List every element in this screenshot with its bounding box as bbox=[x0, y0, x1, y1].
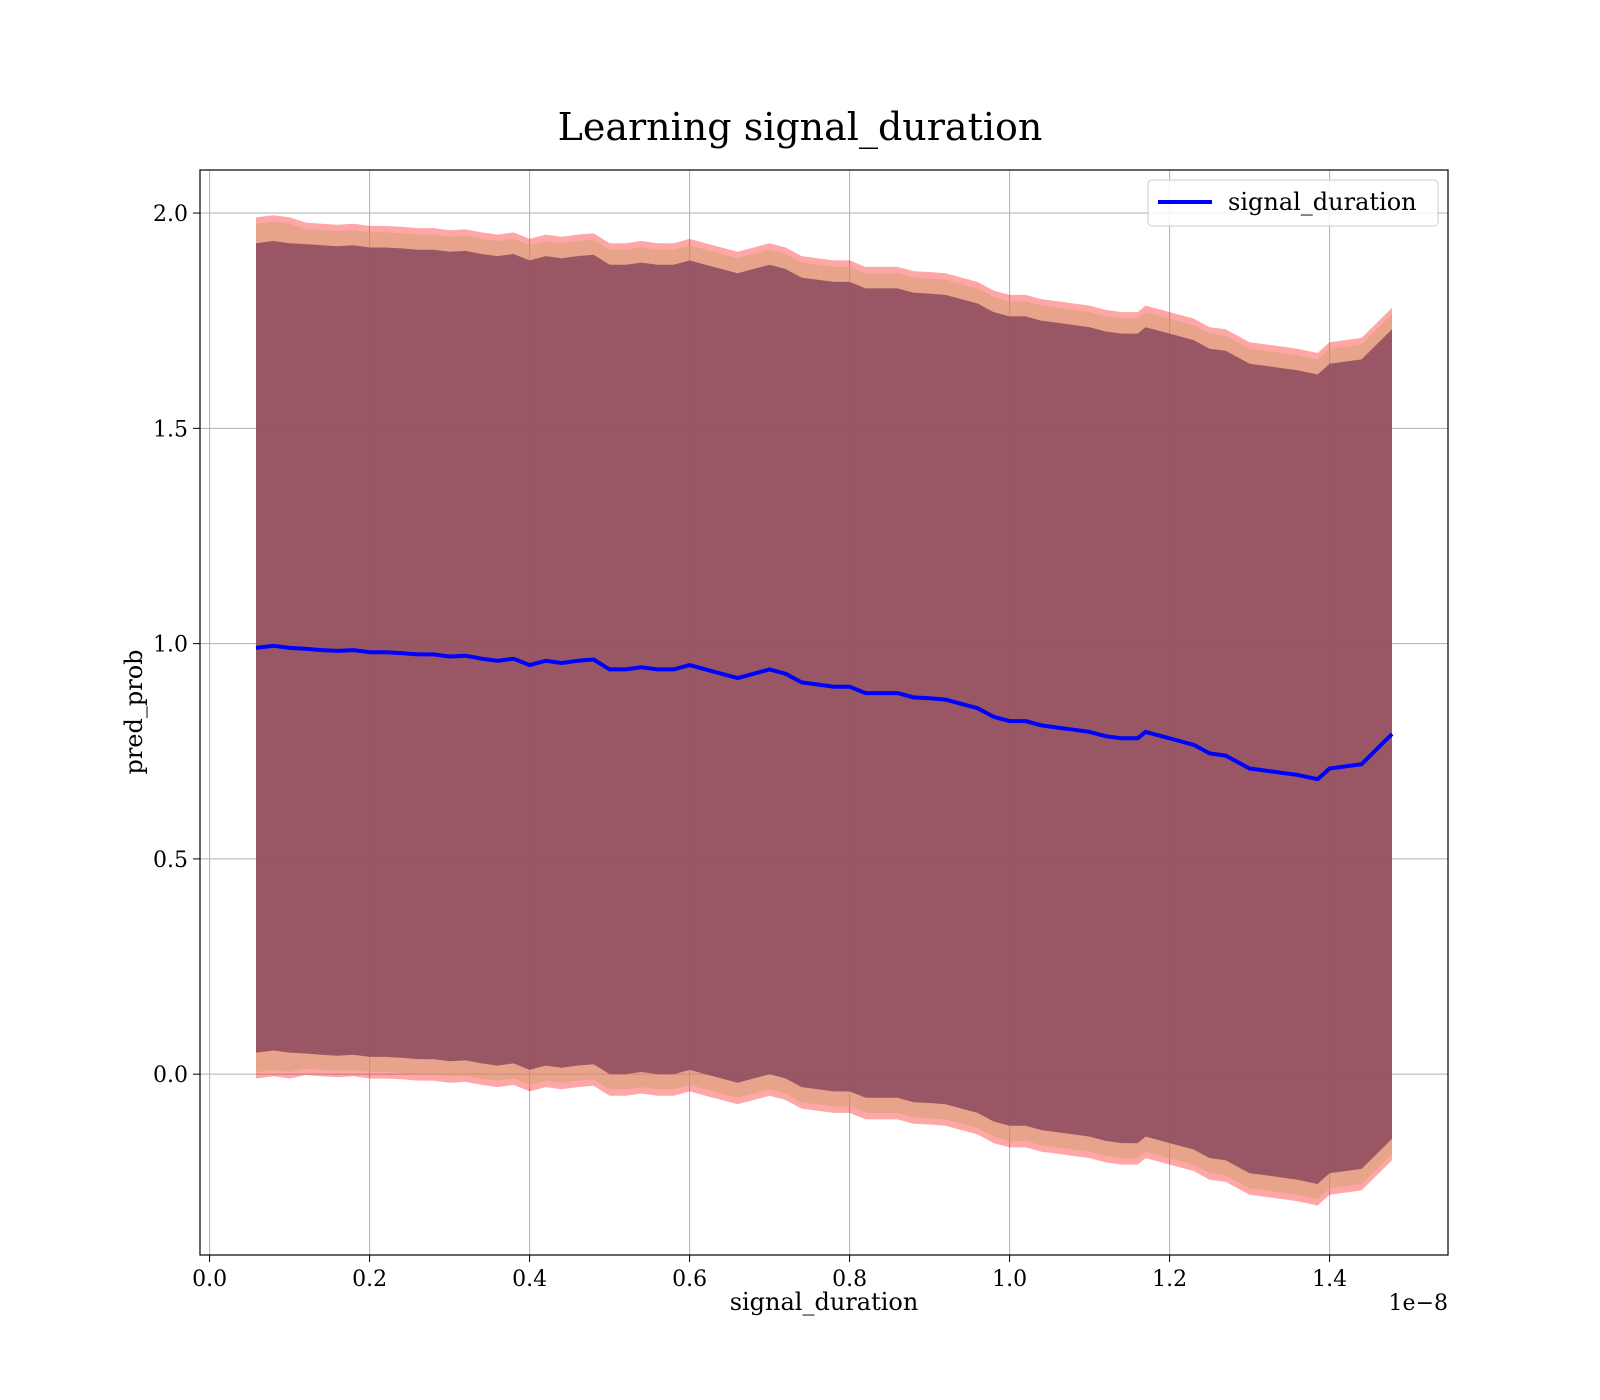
x-tick-label: 1.4 bbox=[1312, 1267, 1347, 1292]
legend-label-signal-duration: signal_duration bbox=[1228, 188, 1417, 216]
x-offset-label: 1e−8 bbox=[1389, 1291, 1448, 1316]
x-tick-label: 0.0 bbox=[192, 1267, 227, 1292]
x-tick-label: 0.4 bbox=[512, 1267, 547, 1292]
y-tick-label: 1.5 bbox=[153, 417, 188, 442]
y-axis-label: pred_prob bbox=[120, 649, 148, 774]
y-ticks: 0.0 0.5 1.0 1.5 2.0 bbox=[153, 202, 200, 1088]
plot-frame bbox=[199, 169, 1449, 1256]
band-inner bbox=[256, 241, 1392, 1184]
series-lines bbox=[255, 643, 1394, 782]
legend-box bbox=[1147, 179, 1439, 227]
x-tick-label: 1.0 bbox=[992, 1267, 1027, 1292]
x-axis-label: signal_duration bbox=[730, 1288, 919, 1316]
x-tick-label: 0.8 bbox=[832, 1267, 867, 1292]
chart-title: Learning signal_duration bbox=[558, 105, 1043, 150]
x-tick-label: 1.2 bbox=[1152, 1267, 1187, 1292]
y-tick-label: 0.0 bbox=[153, 1063, 188, 1088]
y-tick-label: 1.0 bbox=[153, 633, 188, 658]
x-tick-label: 0.6 bbox=[672, 1267, 707, 1292]
y-tick-label: 0.5 bbox=[153, 848, 188, 873]
y-tick-label: 2.0 bbox=[153, 202, 188, 227]
series-line-signal-duration bbox=[255, 643, 1394, 782]
x-ticks: 0.0 0.2 0.4 0.6 0.8 1.0 1.2 1.4 bbox=[192, 1255, 1347, 1292]
error-bands bbox=[256, 215, 1392, 1206]
x-tick-label: 0.2 bbox=[352, 1267, 387, 1292]
legend: signal_duration bbox=[1147, 179, 1439, 227]
